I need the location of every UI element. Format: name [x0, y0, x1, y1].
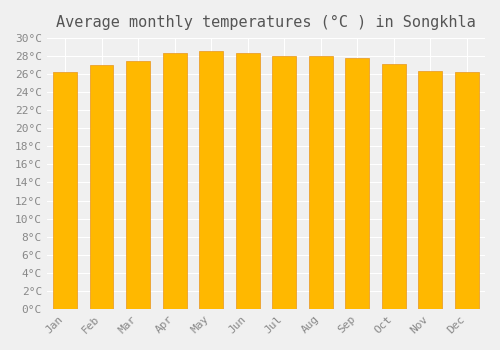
- Title: Average monthly temperatures (°C ) in Songkhla: Average monthly temperatures (°C ) in So…: [56, 15, 476, 30]
- Bar: [418, 71, 442, 309]
- Bar: [382, 64, 406, 309]
- Bar: [236, 54, 260, 309]
- Bar: [346, 183, 369, 309]
- Bar: [455, 191, 478, 309]
- Bar: [382, 187, 406, 309]
- Bar: [236, 181, 260, 309]
- Bar: [272, 182, 296, 309]
- Bar: [163, 181, 186, 309]
- Bar: [54, 71, 77, 309]
- Bar: [309, 182, 332, 309]
- Bar: [200, 180, 223, 309]
- Bar: [90, 65, 114, 309]
- Bar: [126, 61, 150, 309]
- Bar: [272, 56, 296, 309]
- Bar: [346, 58, 369, 309]
- Bar: [309, 56, 332, 309]
- Bar: [418, 190, 442, 309]
- Bar: [54, 190, 77, 309]
- Bar: [90, 187, 114, 309]
- Bar: [163, 54, 186, 309]
- Bar: [200, 51, 223, 309]
- Bar: [126, 185, 150, 309]
- Bar: [455, 72, 478, 309]
